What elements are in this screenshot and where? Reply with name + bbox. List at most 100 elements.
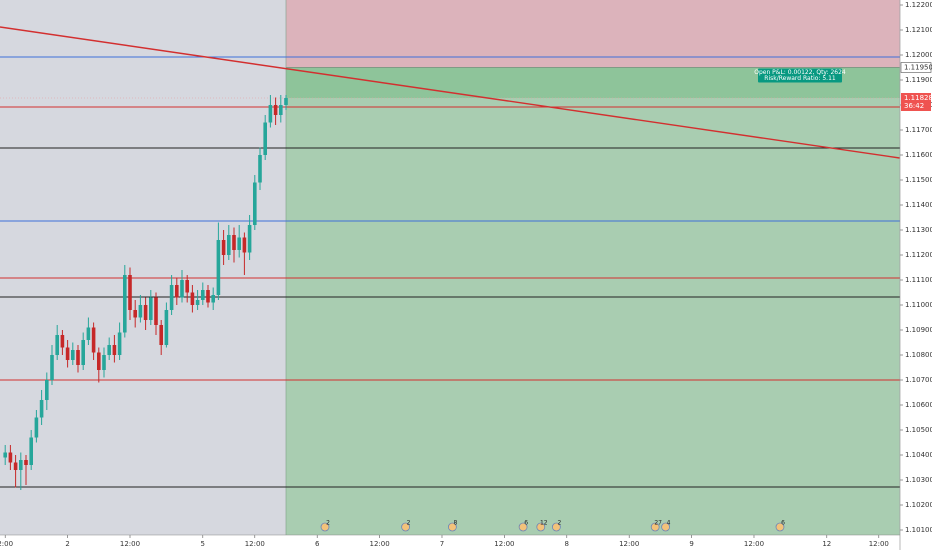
event-count: 2 xyxy=(407,520,411,527)
position-label-box xyxy=(758,68,842,83)
event-count: 2 xyxy=(326,520,330,527)
candle-body xyxy=(81,340,85,365)
event-icon xyxy=(551,522,561,532)
candle-body xyxy=(195,300,200,305)
candle-body xyxy=(44,380,49,400)
last-price-tag xyxy=(901,93,931,111)
candle-body xyxy=(200,290,205,300)
candle-body xyxy=(190,292,195,305)
x-tick-label: 9 xyxy=(689,540,693,548)
y-tick-label: 1.11100 xyxy=(905,276,932,284)
y-tick-label: 1.10600 xyxy=(905,401,932,409)
candle-body xyxy=(76,350,80,365)
y-tick-label: 1.10100 xyxy=(905,526,932,534)
event-icon xyxy=(518,522,528,532)
candle-body xyxy=(226,235,231,255)
event-icon xyxy=(650,522,660,532)
y-tick-label: 1.10400 xyxy=(905,451,932,459)
candle-body xyxy=(169,285,174,310)
event-icon xyxy=(447,522,457,532)
candle-body xyxy=(237,237,241,250)
y-tick-label: 1.11600 xyxy=(905,151,932,159)
candle-body xyxy=(122,275,127,333)
candle-body xyxy=(211,295,215,303)
candle-body xyxy=(60,335,65,348)
candle-body xyxy=(55,335,59,355)
y-tick-label: 1.11900 xyxy=(905,76,932,84)
candle-body xyxy=(221,240,226,255)
event-count: 8 xyxy=(453,520,457,527)
event-count: 6 xyxy=(524,520,528,527)
candle-body xyxy=(91,327,96,353)
candle-body xyxy=(70,350,75,360)
candle-body xyxy=(102,355,106,370)
target-zone xyxy=(285,67,900,535)
candle-body xyxy=(112,345,117,355)
y-tick-label: 1.10800 xyxy=(905,351,932,359)
candle-body xyxy=(268,105,273,123)
candle-body xyxy=(18,460,23,470)
y-tick-label: 1.12000 xyxy=(905,51,932,59)
x-tick-label: 7 xyxy=(440,540,444,548)
candle-body xyxy=(247,225,252,253)
candle-body xyxy=(278,105,283,115)
price-axis xyxy=(900,0,932,550)
event-icon xyxy=(401,522,410,532)
y-tick-label: 1.10700 xyxy=(905,376,932,384)
candle-body xyxy=(50,355,54,380)
event-count: 12 xyxy=(540,520,548,527)
candle-body xyxy=(216,240,221,295)
x-tick-label: 2 xyxy=(65,540,69,548)
candle-body xyxy=(34,417,39,438)
x-tick-label: 12:00 xyxy=(619,540,639,548)
x-tick-label: 12:00 xyxy=(369,540,389,548)
y-tick-label: 1.11700 xyxy=(905,126,932,134)
time-axis xyxy=(0,535,900,550)
event-count: 6 xyxy=(781,520,785,527)
candle-body xyxy=(8,452,13,463)
y-tick-label: 1.12200 xyxy=(905,1,932,9)
event-icon xyxy=(536,522,546,532)
y-tick-label: 1.11500 xyxy=(905,176,932,184)
candle-body xyxy=(273,105,278,115)
candle-body xyxy=(252,182,257,225)
y-tick-label: 1.10500 xyxy=(905,426,932,434)
y-tick-label: 1.10900 xyxy=(905,326,932,334)
event-icon xyxy=(775,522,785,532)
candle-body xyxy=(263,122,267,155)
candle-body xyxy=(284,98,288,105)
candle-body xyxy=(242,237,247,253)
candle-body xyxy=(13,462,18,470)
event-icon xyxy=(661,522,670,532)
x-tick-label: 5 xyxy=(201,540,205,548)
y-tick-label: 1.11400 xyxy=(905,201,932,209)
candle-body xyxy=(96,352,101,370)
candle-body xyxy=(164,310,169,345)
plot: Open P&L: 0.00122, Qty: 2624Risk/Reward … xyxy=(0,0,900,535)
candle-body xyxy=(29,437,33,465)
entry-price-tag xyxy=(900,62,932,73)
candle-body xyxy=(174,285,179,298)
entry-price-label: 1.11950 xyxy=(904,64,932,72)
event-count: 27 xyxy=(654,520,662,527)
countdown: 36:42 xyxy=(904,102,924,110)
candle-body xyxy=(258,155,262,183)
candle-body xyxy=(143,305,148,320)
x-tick-label: 8 xyxy=(565,540,569,548)
candle-body xyxy=(148,297,153,320)
x-tick-label: 2:00 xyxy=(0,540,13,548)
y-tick-label: 1.11000 xyxy=(905,301,932,309)
candle-body xyxy=(138,305,143,318)
candle-body xyxy=(24,460,28,465)
last-price-label: 1.11828 xyxy=(904,94,932,102)
position-label: Risk/Reward Ratio: 5.11 xyxy=(764,75,836,82)
candle-body xyxy=(159,325,163,345)
stop-zone xyxy=(285,0,900,68)
x-tick-label: 12 xyxy=(822,540,831,548)
trend-line xyxy=(0,26,900,159)
x-tick-label: 6 xyxy=(315,540,320,548)
y-tick-label: 1.12100 xyxy=(905,26,932,34)
